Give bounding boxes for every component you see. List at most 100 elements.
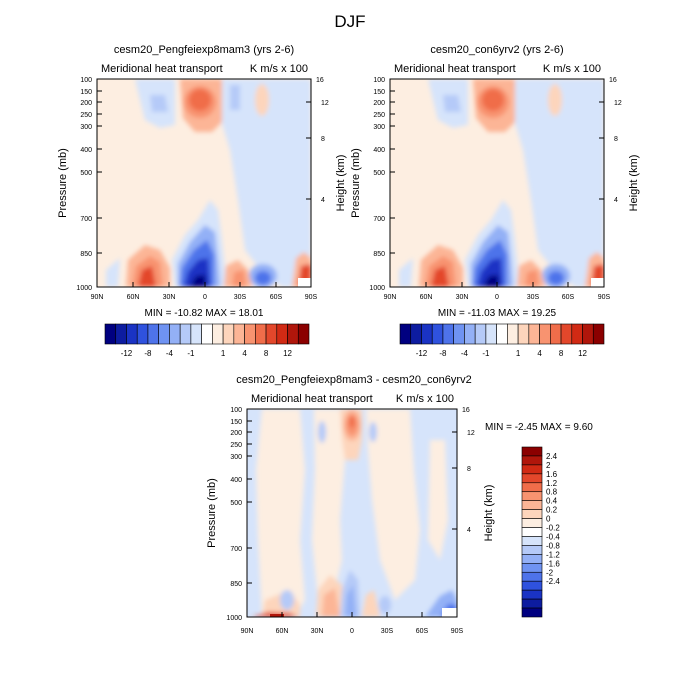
colorbar-swatch bbox=[453, 323, 465, 345]
colorbar-swatch bbox=[521, 473, 543, 484]
x-tick-label: 30S bbox=[234, 294, 247, 301]
colorbar-swatch bbox=[244, 323, 256, 345]
panel-c-contours bbox=[252, 409, 457, 617]
colorbar-swatch bbox=[521, 446, 543, 457]
colorbar-label: 2.4 bbox=[546, 452, 558, 461]
colorbar-label: 2 bbox=[546, 461, 551, 470]
colorbar-swatch bbox=[179, 323, 192, 345]
colorbar-label: 1 bbox=[516, 349, 521, 358]
colorbar-label: -12 bbox=[121, 349, 133, 358]
colorbar-label: -8 bbox=[144, 349, 152, 358]
colorbar-swatch bbox=[521, 545, 543, 555]
colorbar-label: 1.6 bbox=[546, 470, 558, 479]
y-tick-label: 1000 bbox=[226, 615, 242, 622]
colorbar-swatch bbox=[276, 323, 288, 345]
y-tick-label: 700 bbox=[80, 216, 92, 223]
colorbar-swatch bbox=[104, 323, 117, 345]
panel-a-y-label-right: Height (km) bbox=[335, 155, 347, 212]
panel-c-field bbox=[247, 409, 457, 617]
panel-c-left-axis: 100 150 200 250 300 400 500 700 850 1000 bbox=[226, 407, 252, 622]
panel-a-right-axis: 16 12 8 4 bbox=[306, 77, 329, 204]
colorbar-swatch bbox=[521, 536, 543, 546]
colorbar-swatch bbox=[410, 323, 422, 345]
x-tick-label: 30S bbox=[381, 628, 394, 635]
x-tick-label: 90N bbox=[241, 628, 254, 635]
panel-b-left-axis: 100 150 200 250 300 400 500 700 850 1000 bbox=[369, 77, 395, 292]
figure-title: DJF bbox=[334, 12, 365, 31]
y-tick-label: 400 bbox=[80, 147, 92, 154]
colorbar-label: -1.6 bbox=[546, 559, 560, 568]
panel-b-y-label-right: Height (km) bbox=[628, 155, 640, 212]
x-tick-label: 90S bbox=[598, 294, 611, 301]
y-tick-label: 250 bbox=[373, 112, 385, 119]
colorbar-swatch bbox=[147, 323, 159, 345]
height-tick-label: 12 bbox=[467, 430, 475, 437]
colorbar-label: 0 bbox=[546, 515, 551, 524]
panel-c: cesm20_Pengfeiexp8mam3 - cesm20_con6yrv2… bbox=[206, 374, 593, 635]
panel-a-contours bbox=[106, 79, 311, 287]
colorbar-swatch bbox=[521, 491, 543, 501]
colorbar-swatch bbox=[169, 323, 181, 345]
y-tick-label: 150 bbox=[230, 419, 242, 426]
x-tick-label: 0 bbox=[495, 294, 499, 301]
y-tick-label: 250 bbox=[80, 112, 92, 119]
height-tick-label: 4 bbox=[614, 197, 618, 204]
colorbar-label: 0.4 bbox=[546, 497, 558, 506]
colorbar-swatch bbox=[431, 323, 444, 345]
y-tick-label: 500 bbox=[80, 170, 92, 177]
colorbar-swatch bbox=[521, 518, 543, 528]
colorbar-label: -4 bbox=[461, 349, 469, 358]
y-tick-label: 300 bbox=[80, 124, 92, 131]
panel-a-title: cesm20_Pengfeiexp8mam3 (yrs 2-6) bbox=[114, 44, 294, 56]
colorbar-swatch bbox=[421, 323, 433, 345]
colorbar-swatch bbox=[528, 323, 540, 345]
height-tick-label: 4 bbox=[321, 197, 325, 204]
x-tick-label: 60S bbox=[416, 628, 429, 635]
panel-a-right-label: K m/s x 100 bbox=[250, 63, 308, 75]
y-tick-label: 850 bbox=[373, 251, 385, 258]
colorbar-swatch bbox=[265, 323, 278, 345]
colorbar-swatch bbox=[136, 323, 149, 345]
colorbar-swatch bbox=[255, 323, 267, 345]
colorbar-swatch bbox=[521, 509, 543, 519]
colorbar-swatch bbox=[560, 323, 573, 345]
x-tick-label: 90S bbox=[305, 294, 318, 301]
colorbar-swatch bbox=[571, 323, 583, 345]
y-tick-label: 500 bbox=[230, 500, 242, 507]
colorbar-swatch bbox=[464, 323, 476, 345]
height-tick-label: 4 bbox=[467, 527, 471, 534]
colorbar-swatch bbox=[222, 323, 235, 345]
y-tick-label: 100 bbox=[80, 77, 92, 84]
colorbar-label: 12 bbox=[578, 349, 587, 358]
colorbar-label: -1.2 bbox=[546, 550, 560, 559]
panel-b-left-label: Meridional heat transport bbox=[394, 63, 516, 75]
y-tick-label: 700 bbox=[373, 216, 385, 223]
panel-c-left-label: Meridional heat transport bbox=[251, 393, 373, 405]
colorbar-swatch bbox=[517, 323, 530, 345]
colorbar-swatch bbox=[521, 554, 543, 564]
x-tick-label: 90N bbox=[91, 294, 104, 301]
panel-b-field bbox=[390, 79, 604, 287]
colorbar-swatch bbox=[297, 323, 310, 345]
colorbar-swatch bbox=[521, 589, 543, 600]
colorbar-swatch bbox=[521, 500, 543, 510]
colorbar-swatch bbox=[521, 607, 543, 618]
height-tick-label: 12 bbox=[614, 100, 622, 107]
colorbar-swatch bbox=[485, 323, 497, 345]
y-tick-label: 200 bbox=[373, 100, 385, 107]
colorbar-swatch bbox=[190, 323, 202, 345]
colorbar-label: -0.2 bbox=[546, 524, 560, 533]
colorbar-label: 4 bbox=[242, 349, 247, 358]
colorbar-swatch bbox=[521, 464, 543, 475]
colorbar-label: -12 bbox=[416, 349, 428, 358]
x-tick-label: 60S bbox=[270, 294, 283, 301]
panel-c-right-axis: 16 12 8 4 bbox=[452, 407, 475, 534]
colorbar-swatch bbox=[201, 323, 213, 345]
colorbar-label: 1.2 bbox=[546, 479, 558, 488]
y-tick-label: 850 bbox=[230, 581, 242, 588]
panel-a-y-label: Pressure (mb) bbox=[57, 148, 69, 218]
x-tick-label: 90N bbox=[384, 294, 397, 301]
colorbar-label: 8 bbox=[264, 349, 269, 358]
panel-b-colorbar: -12 -8 -4 -1 1 4 8 12 bbox=[399, 323, 605, 358]
colorbar-label: -0.8 bbox=[546, 541, 560, 550]
